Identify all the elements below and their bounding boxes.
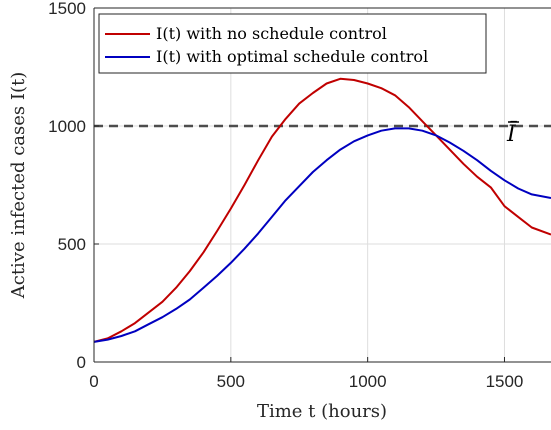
legend-label-no-control: I(t) with no schedule control	[156, 24, 387, 43]
x-tick-label: 1000	[349, 372, 387, 391]
x-tick-label: 1500	[486, 372, 524, 391]
series-line-no-control	[93, 77, 551, 343]
legend-box	[98, 13, 487, 74]
y-tick-label: 500	[58, 235, 86, 254]
y-tick-label: 0	[77, 353, 86, 372]
series-group	[93, 77, 551, 343]
series-line-optimal-control	[93, 127, 551, 343]
y-tick-label: 1000	[48, 117, 86, 136]
legend-label-optimal-control: I(t) with optimal schedule control	[156, 47, 428, 66]
y-tick-label: 1500	[48, 0, 86, 18]
tick-labels: 0 500 1000 1500 0 500 1000 1500	[48, 0, 523, 391]
axes	[93, 7, 551, 363]
reference-line-group	[94, 121, 551, 128]
x-axis-title: Time t (hours)	[257, 401, 387, 422]
x-tick-label: 500	[217, 372, 245, 391]
y-axis-title: Active infected cases I(t)	[8, 72, 29, 300]
legend: I(t) with no schedule control I(t) with …	[98, 13, 487, 74]
reference-line-label: Ī	[506, 121, 517, 147]
x-tick-label: 0	[89, 372, 98, 391]
